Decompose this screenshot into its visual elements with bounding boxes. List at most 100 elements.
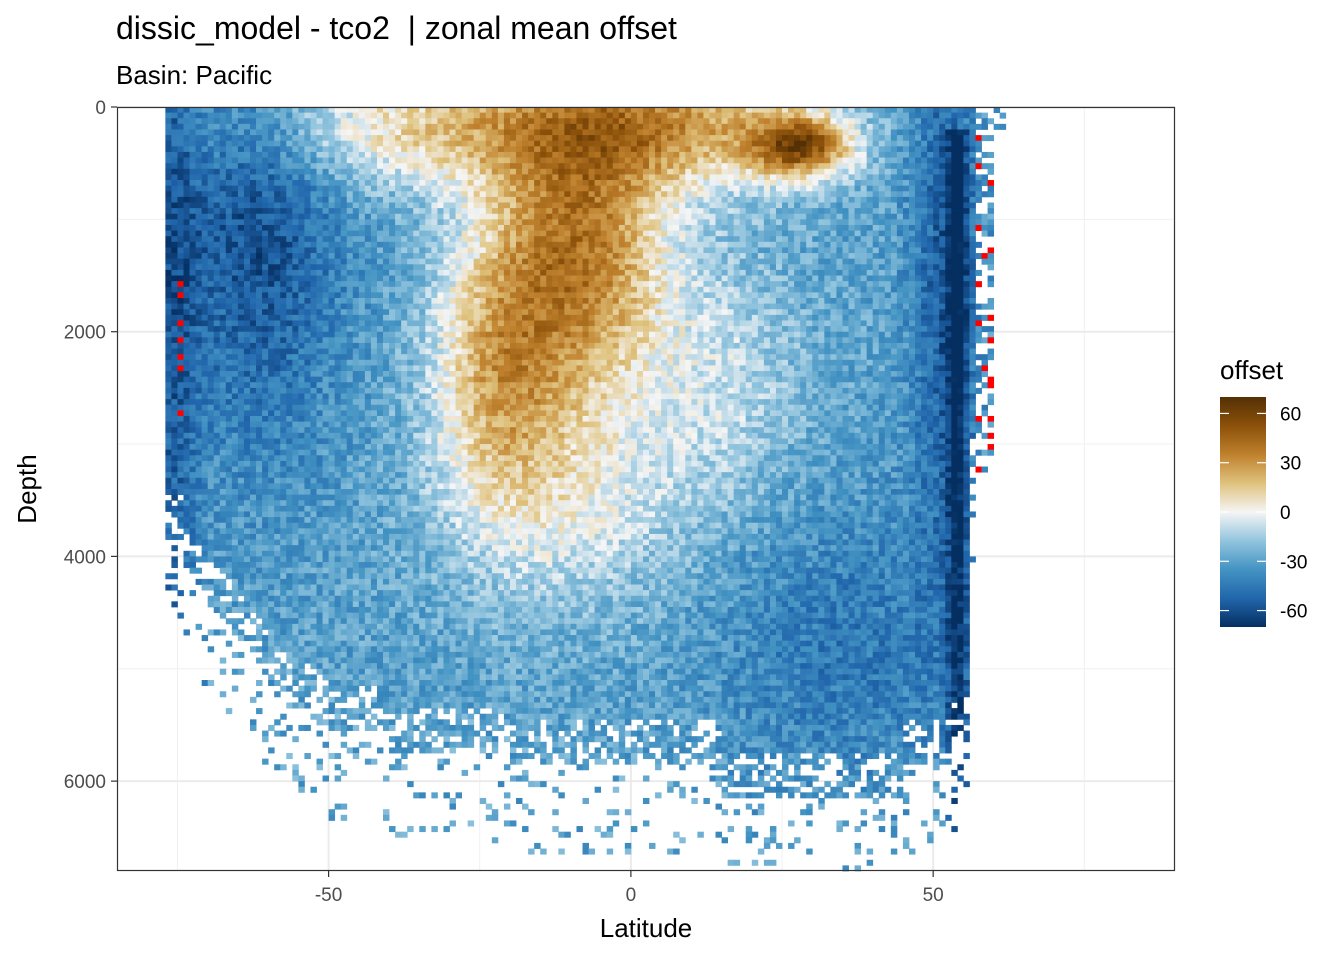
- heatmap-cell: [292, 573, 299, 580]
- heatmap-cell: [370, 286, 378, 293]
- heatmap-cell: [370, 528, 378, 535]
- heatmap-cell: [310, 180, 317, 187]
- heatmap-cell: [177, 387, 184, 394]
- heatmap-cell: [171, 303, 178, 310]
- heatmap-cell: [389, 410, 396, 417]
- heatmap-cell: [268, 309, 275, 316]
- heatmap-cell: [376, 331, 384, 338]
- heatmap-cell: [171, 348, 178, 355]
- heatmap-cell: [207, 348, 215, 355]
- heatmap-cell: [189, 258, 196, 265]
- heatmap-cell: [310, 595, 317, 602]
- heatmap-cell: [250, 494, 257, 501]
- heatmap-cell: [443, 421, 450, 428]
- heatmap-cell: [183, 365, 190, 372]
- heatmap-cell: [268, 477, 275, 484]
- heatmap-cell: [231, 623, 239, 630]
- heatmap-cell: [237, 550, 245, 557]
- heatmap-cell: [425, 269, 432, 276]
- heatmap-cell: [195, 258, 203, 265]
- heatmap-cell: [346, 314, 354, 321]
- heatmap-cell: [231, 668, 239, 675]
- heatmap-cell: [419, 432, 426, 439]
- heatmap-cell: [376, 258, 384, 265]
- heatmap-cell: [334, 348, 342, 355]
- heatmap-cell: [292, 196, 299, 203]
- heatmap-cell: [413, 264, 420, 271]
- heatmap-cell: [262, 286, 269, 293]
- heatmap-cell: [364, 107, 372, 114]
- heatmap-cell: [364, 359, 372, 366]
- heatmap-cell: [177, 466, 184, 473]
- heatmap-cell: [316, 539, 323, 546]
- heatmap-cell: [292, 494, 299, 501]
- heatmap-cell: [401, 545, 408, 552]
- heatmap-cell: [364, 224, 372, 231]
- heatmap-cell: [407, 399, 414, 406]
- heatmap-cell: [237, 500, 245, 507]
- heatmap-cell: [449, 354, 456, 361]
- heatmap-cell: [407, 258, 414, 265]
- heatmap-cell: [376, 522, 384, 529]
- heatmap-cell: [237, 404, 245, 411]
- heatmap-cell: [352, 292, 360, 299]
- heatmap-cell: [219, 269, 227, 276]
- heatmap-cell: [425, 303, 432, 310]
- heatmap-cell: [274, 314, 281, 321]
- heatmap-cell: [455, 180, 463, 187]
- heatmap-cell: [280, 432, 287, 439]
- heatmap-cell: [346, 371, 354, 378]
- heatmap-cell: [250, 595, 257, 602]
- heatmap-cell: [407, 112, 414, 119]
- heatmap-cell: [431, 651, 438, 658]
- heatmap-cell: [237, 489, 245, 496]
- heatmap-cell: [213, 191, 221, 198]
- heatmap-cell: [340, 219, 348, 226]
- heatmap-cell: [346, 326, 354, 333]
- heatmap-cell: [389, 275, 396, 282]
- heatmap-cell: [334, 427, 342, 434]
- heatmap-cell: [256, 382, 263, 389]
- heatmap-cell: [237, 539, 245, 546]
- heatmap-cell: [376, 578, 384, 585]
- heatmap-cell: [304, 590, 311, 597]
- heatmap-cell: [177, 326, 184, 333]
- heatmap-cell: [370, 460, 378, 467]
- heatmap-cell: [407, 455, 414, 462]
- heatmap-cell: [455, 348, 463, 355]
- heatmap-cell: [395, 371, 402, 378]
- heatmap-cell: [237, 202, 245, 209]
- heatmap-cell: [298, 781, 305, 788]
- heatmap-cell: [189, 112, 196, 119]
- heatmap-cell: [437, 331, 444, 338]
- heatmap-cell: [401, 168, 408, 175]
- heatmap-cell: [413, 213, 420, 220]
- heatmap-cell: [243, 444, 251, 451]
- heatmap-cell: [195, 123, 203, 130]
- heatmap-cell: [274, 601, 281, 608]
- heatmap-cell: [419, 449, 426, 456]
- heatmap-cell: [298, 365, 305, 372]
- heatmap-cell: [346, 107, 354, 114]
- heatmap-cell: [201, 404, 209, 411]
- heatmap-cell: [268, 387, 275, 394]
- heatmap-cell: [262, 556, 269, 563]
- heatmap-cell: [389, 292, 396, 299]
- heatmap-cell: [346, 348, 354, 355]
- heatmap-cell: [189, 326, 196, 333]
- heatmap-cell: [237, 466, 245, 473]
- heatmap-cell: [358, 140, 366, 147]
- heatmap-cell: [189, 191, 196, 198]
- heatmap-cell: [207, 629, 215, 636]
- heatmap-cell: [389, 180, 396, 187]
- heatmap-cell: [443, 371, 450, 378]
- heatmap-cell: [201, 292, 209, 299]
- heatmap-cell: [395, 123, 402, 130]
- heatmap-cell: [207, 371, 215, 378]
- heatmap-cell: [449, 472, 456, 479]
- heatmap-cell: [298, 573, 305, 580]
- heatmap-cell: [395, 545, 402, 552]
- heatmap-cell: [340, 618, 348, 625]
- heatmap-cell: [195, 264, 203, 271]
- heatmap-cell: [395, 612, 402, 619]
